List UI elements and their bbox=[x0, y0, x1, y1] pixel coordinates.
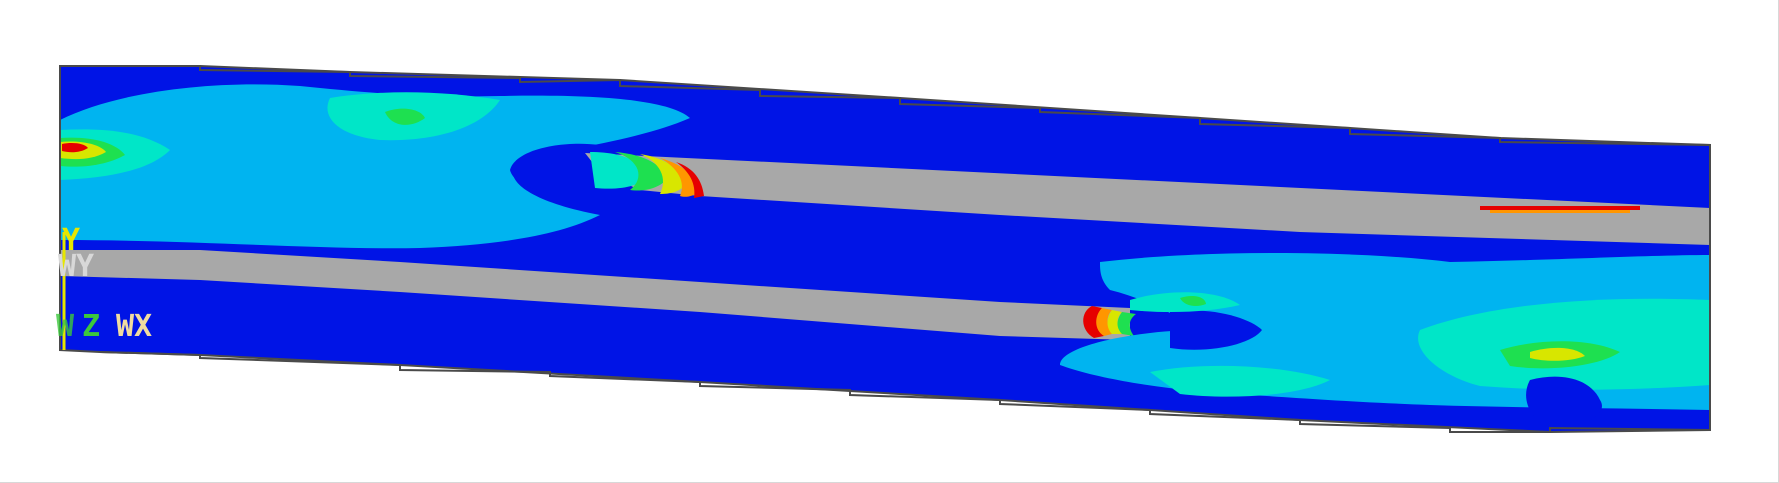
beam-outline-top bbox=[60, 65, 1711, 146]
crack-band-upper bbox=[585, 153, 1710, 245]
contour-zone-red-left-edge bbox=[62, 143, 88, 153]
crack-tip-fringe-orange-upper bbox=[660, 158, 698, 197]
contour-zone-blue-hole-upper bbox=[510, 143, 600, 196]
triad-wx-label: WX bbox=[116, 309, 152, 344]
crack-band-lower bbox=[60, 250, 1130, 340]
crack-tip-fringe-orange-lower bbox=[1096, 308, 1112, 336]
beam-outline-bottom bbox=[99, 351, 1711, 433]
contour-zone-blue-hole-lower bbox=[1170, 310, 1262, 350]
triad-wy-label: WY bbox=[58, 249, 94, 284]
triad-z-label: Z bbox=[82, 309, 100, 344]
crack-edge-hot-line-right bbox=[1480, 206, 1640, 210]
triad-y-label: Y bbox=[62, 223, 80, 258]
contour-zone-blue-notch-bottom bbox=[1526, 376, 1602, 429]
coordinate-triad: Y WY W Z WX bbox=[56, 223, 152, 350]
contour-zone-cyan-upper-left bbox=[60, 84, 690, 249]
crack-tip-fringe-red-upper bbox=[676, 162, 704, 198]
crack-tip-fringe-green-upper bbox=[615, 152, 668, 191]
crack-tip-fringe-yellow-upper bbox=[640, 154, 686, 194]
contour-zone-yellow-lower-right bbox=[1530, 347, 1585, 361]
contour-zone-green-top-center bbox=[385, 108, 425, 125]
crack-tip-fringe-aqua-upper bbox=[590, 152, 650, 189]
contour-zone-aqua-bottom bbox=[1150, 365, 1330, 397]
triad-z-prefix: W bbox=[56, 309, 75, 344]
crack-tip-fringe-green-lower bbox=[1117, 312, 1136, 336]
crack-edge-warm-line-right bbox=[1490, 210, 1630, 213]
contour-zone-green-lower-center bbox=[1180, 296, 1206, 306]
